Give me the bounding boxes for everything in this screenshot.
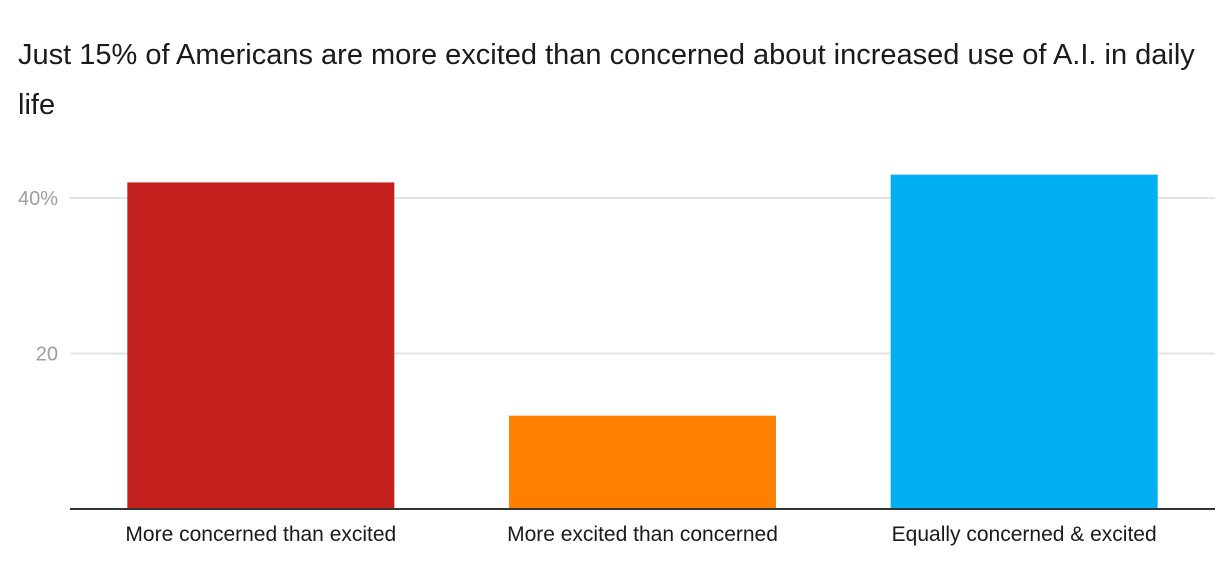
bars (127, 174, 1158, 510)
chart-title: Just 15% of Americans are more excited t… (18, 39, 1195, 121)
bar (127, 182, 395, 509)
x-tick-label: More excited than concerned (507, 523, 778, 546)
bar (509, 415, 776, 509)
x-tick-label: More concerned than excited (125, 523, 396, 546)
y-axis-tick-labels: 20 40% (18, 188, 58, 366)
bar (890, 174, 1158, 510)
y-tick-label: 40% (18, 188, 58, 210)
x-tick-label: Equally concerned & excited (892, 523, 1157, 546)
y-tick-label: 20 (36, 344, 58, 366)
x-axis-category-labels: More concerned than excited More excited … (125, 523, 1156, 546)
